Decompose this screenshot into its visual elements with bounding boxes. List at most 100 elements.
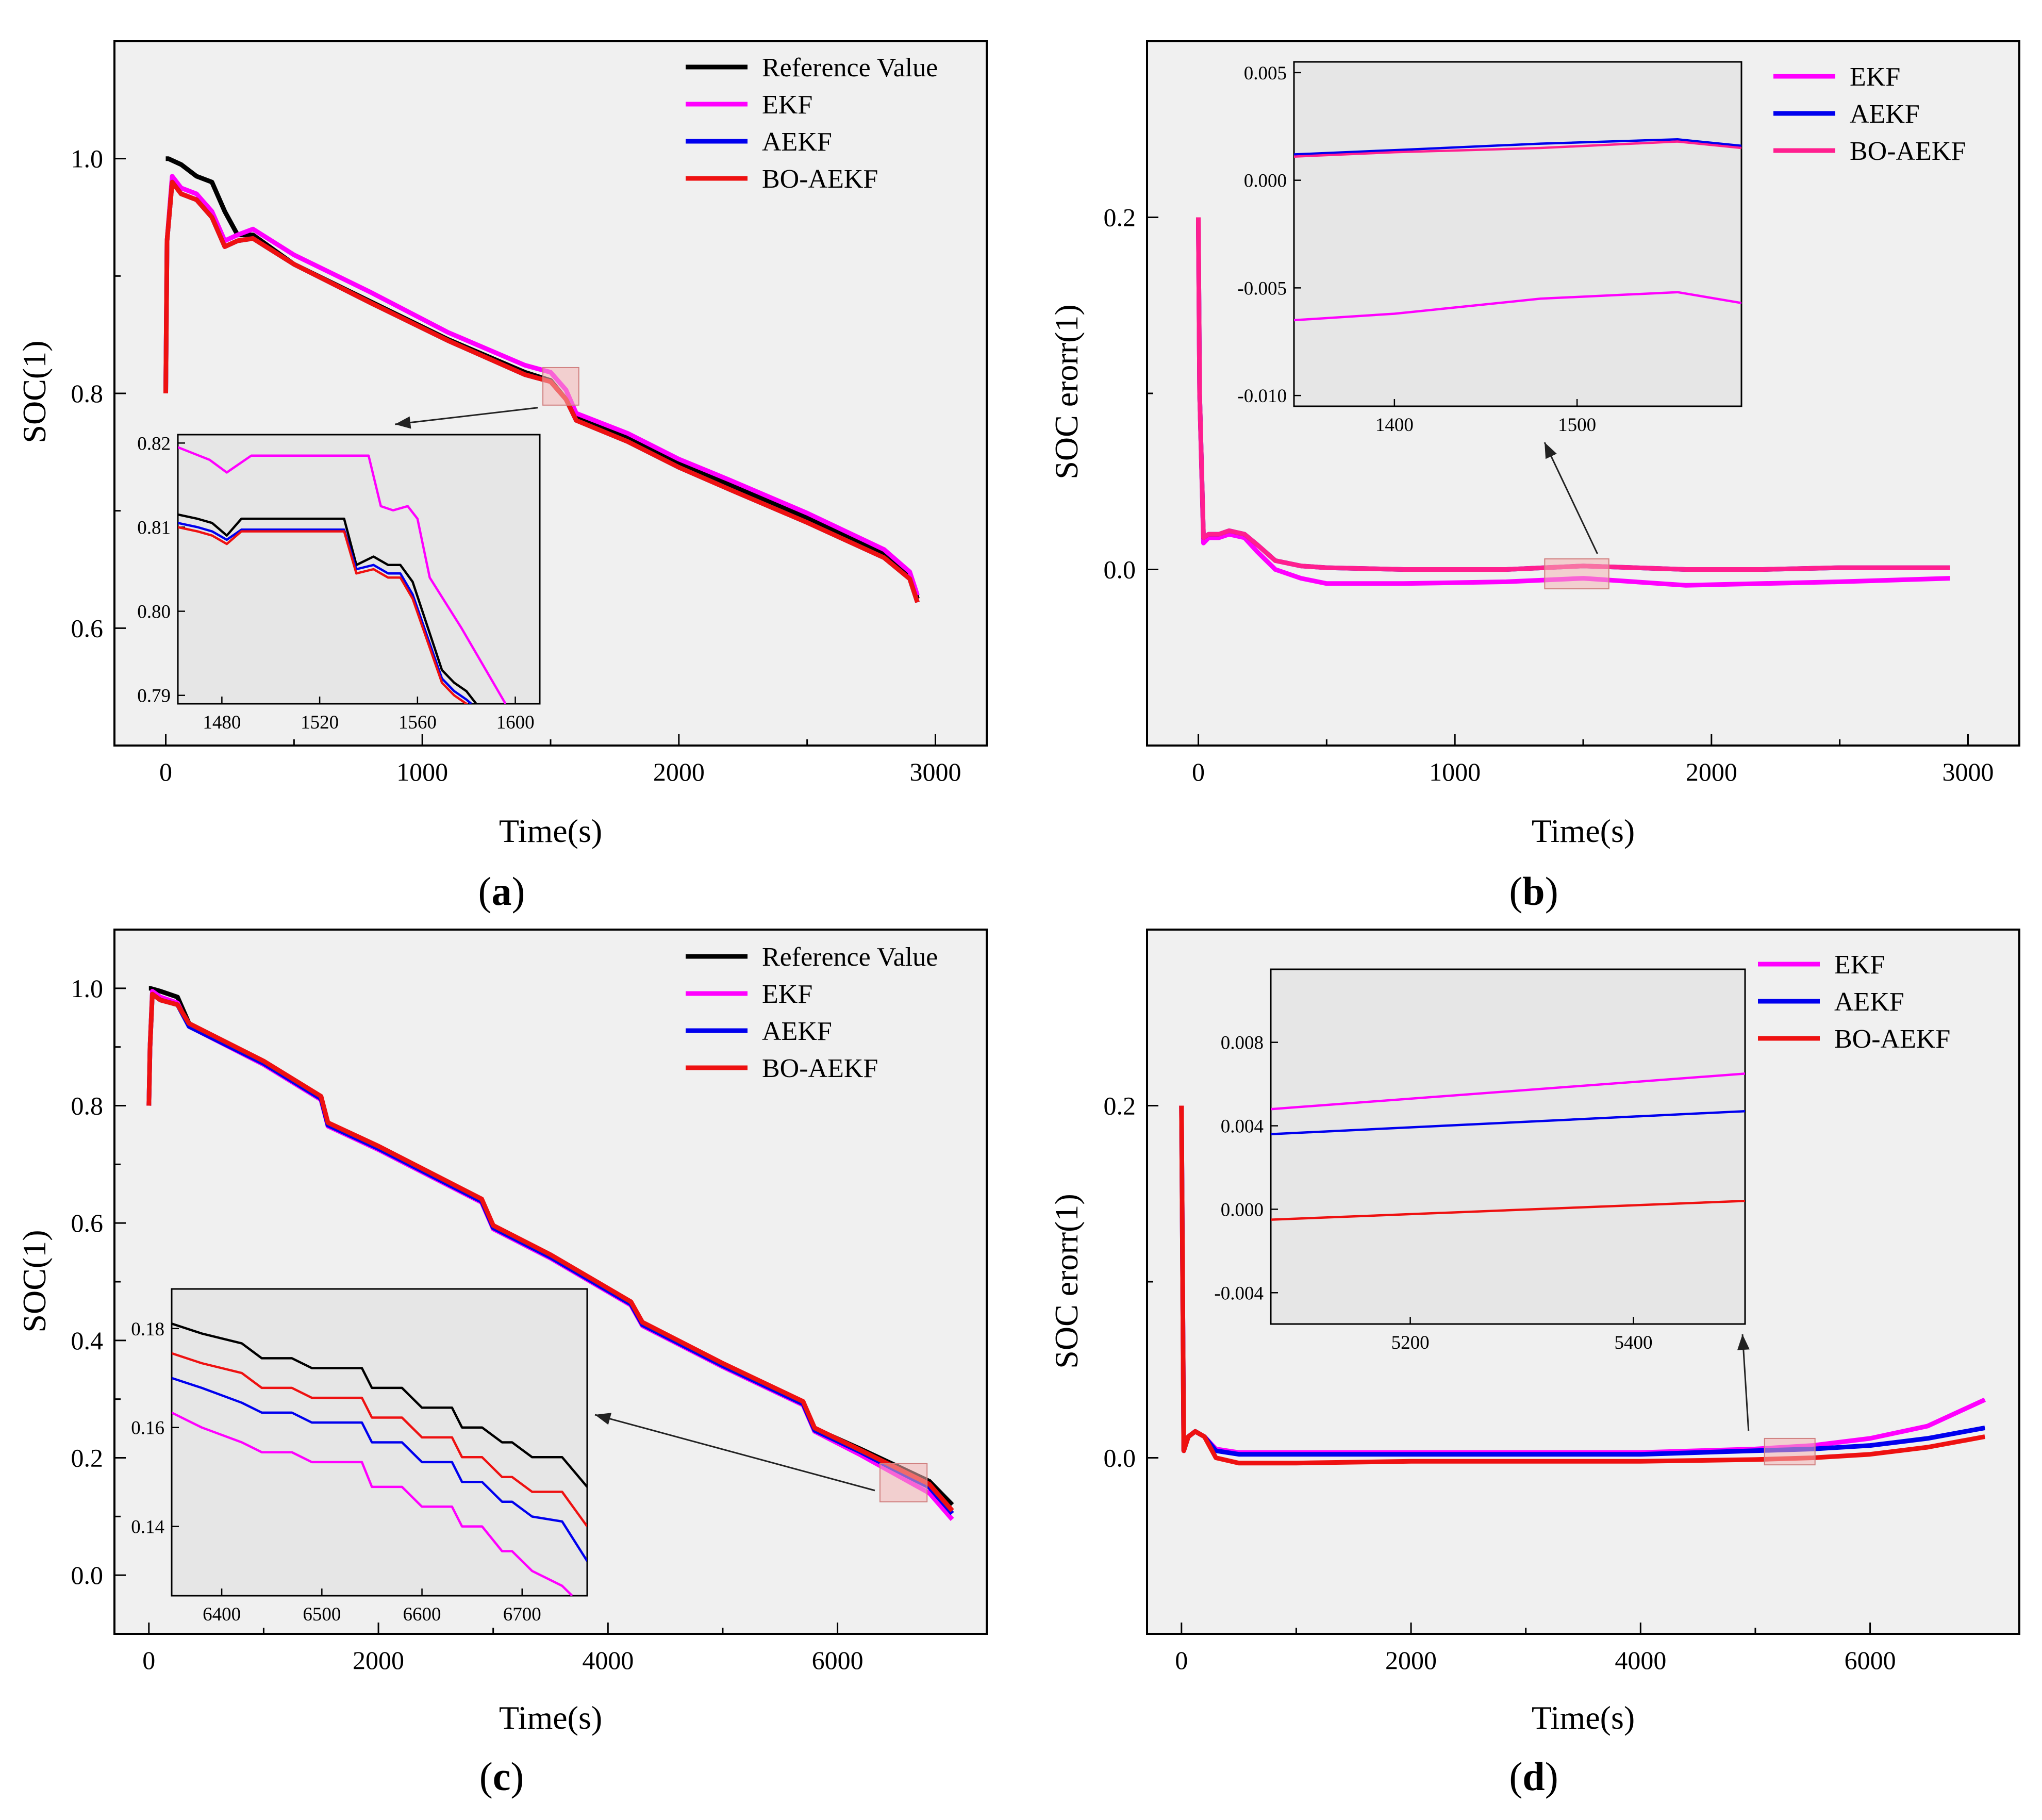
chart-panel-b: 0 1000 2000 3000 0.0 0.2 Time(s) SOC erorr(1) EK…	[1048, 40, 2020, 914]
x-tick-label: 6000	[812, 1646, 864, 1675]
y-axis-title: SOC erorr(1)	[1048, 304, 1085, 479]
series-line-bo-aekf	[163, 179, 920, 603]
x-tick-label: 4000	[582, 1646, 634, 1675]
inset-y-tick-label: 0.008	[1221, 1033, 1264, 1054]
inset-series-group	[1271, 1072, 1745, 1221]
inset-y-tick-label: 0.004	[1221, 1116, 1264, 1137]
x-axis-title: Time(s)	[499, 1699, 602, 1736]
series-line-ekf	[163, 174, 920, 597]
series-group	[1179, 1105, 1986, 1466]
y-tick-label: 0.2	[1104, 1091, 1136, 1120]
y-tick-label: 0.0	[1104, 1444, 1136, 1472]
zoom-arrow-line	[594, 1414, 875, 1492]
y-tick-label: 0.2	[1104, 203, 1136, 232]
inset-x-tick-label: 1520	[301, 712, 339, 733]
inset-y-tick-label: 0.80	[137, 602, 171, 623]
legend-label: BO-AEKF	[762, 164, 878, 194]
inset-y-tick-label: 0.16	[131, 1418, 164, 1439]
inset-area	[1293, 61, 1742, 407]
inset-x-tick-label: 6500	[303, 1604, 341, 1625]
chart-panel-d: 0 2000 4000 6000 0.0 0.2 Time(s) SOC erorr(1) EK…	[1048, 929, 2020, 1799]
inset-x-tick-label: 6600	[403, 1604, 441, 1625]
inset-x-tick-label: 5400	[1615, 1332, 1653, 1353]
y-tick-label: 0.8	[71, 1091, 104, 1120]
x-tick-label: 0	[159, 757, 172, 786]
legend-label: BO-AEKF	[1834, 1024, 1950, 1054]
legend-label: EKF	[762, 90, 812, 120]
y-tick-label: 0.2	[71, 1444, 104, 1472]
inset-series-line-aekf	[1294, 138, 1741, 156]
y-tick-label: 0.0	[1104, 555, 1136, 584]
inset-series-line-ekf	[1294, 291, 1741, 322]
inset-y-tick-label: 0.000	[1221, 1199, 1264, 1220]
series-line-bo-aekf	[146, 991, 954, 1512]
inset-y-tick-label: -0.005	[1237, 278, 1287, 299]
inset-series-line-reference-value	[178, 513, 477, 704]
inset-series-line-bo-aekf	[1271, 1199, 1745, 1221]
panel-label: (c)	[479, 1754, 524, 1799]
y-tick-label: 0.8	[71, 379, 104, 408]
y-axis-title: SOC(1)	[16, 1230, 53, 1332]
chart-panel-a: 0 1000 2000 3000 0.6 0.8 1.0 Time(s) SOC(1) Refer…	[16, 40, 988, 914]
x-tick-label: 0	[1175, 1646, 1188, 1675]
panel-label: (a)	[478, 869, 525, 914]
x-tick-label: 3000	[1942, 757, 1994, 786]
inset-series-line-ekf	[1271, 1072, 1745, 1111]
legend-label: EKF	[1850, 62, 1900, 92]
legend-label: AEKF	[1850, 100, 1920, 129]
legend-label: EKF	[762, 980, 812, 1009]
legend-label: AEKF	[1834, 987, 1904, 1017]
x-tick-label: 0	[1192, 757, 1205, 786]
inset-y-tick-label: -0.010	[1237, 386, 1287, 407]
legend-label: BO-AEKF	[762, 1054, 878, 1083]
inset-plot: 6400 6500 6600 6700 0.14 0.16 0.18	[131, 1288, 875, 1625]
x-axis-title: Time(s)	[1532, 813, 1635, 849]
x-tick-label: 2000	[353, 1646, 404, 1675]
inset-series-line-reference-value	[172, 1322, 587, 1488]
zoom-arrow-head	[595, 1413, 612, 1425]
legend-label: EKF	[1834, 950, 1885, 980]
x-axis-title: Time(s)	[1532, 1699, 1635, 1736]
zoom-box	[542, 367, 579, 406]
x-tick-label: 0	[142, 1646, 155, 1675]
inset-series-group	[172, 1322, 587, 1596]
zoom-arrow-head	[395, 416, 411, 429]
series-line-bo-aekf	[1179, 1105, 1986, 1466]
x-tick-label: 3000	[909, 757, 961, 786]
zoom-box	[1764, 1437, 1816, 1466]
x-tick-label: 2000	[1686, 757, 1737, 786]
x-tick-label: 4000	[1615, 1646, 1666, 1675]
inset-y-tick-label: 0.000	[1244, 171, 1287, 192]
x-tick-label: 2000	[653, 757, 705, 786]
inset-y-tick-label: 0.18	[131, 1319, 164, 1340]
series-group	[163, 156, 920, 603]
series-line-bo-aekf	[1196, 217, 1950, 572]
chart-panel-c: 0 2000 4000 6000 0.0 0.2 0.4 0.6 0.8 1.0 Time(s) SO…	[16, 929, 988, 1799]
inset-series-line-ekf	[178, 446, 507, 704]
x-tick-label: 2000	[1385, 1646, 1437, 1675]
inset-x-tick-label: 6700	[503, 1604, 541, 1625]
inset-x-tick-label: 1560	[399, 712, 437, 733]
y-axis-title: SOC(1)	[16, 340, 53, 443]
inset-series-group	[1294, 138, 1741, 322]
inset-series-group	[178, 446, 507, 704]
zoom-arrow-head	[1545, 442, 1557, 459]
series-group	[146, 986, 954, 1521]
x-tick-label: 6000	[1845, 1646, 1896, 1675]
inset-x-tick-label: 5200	[1391, 1332, 1430, 1353]
inset-y-tick-label: 0.005	[1244, 63, 1287, 84]
inset-y-tick-label: 0.79	[137, 686, 171, 707]
inset-y-tick-label: -0.004	[1214, 1283, 1264, 1304]
inset-plot: 1400 1500 -0.010 -0.005 0.000 0.005	[1237, 61, 1742, 554]
zoom-box	[879, 1463, 928, 1502]
inset-area	[1270, 968, 1746, 1325]
inset-plot: 5200 5400 -0.004 0.000 0.004 0.008	[1214, 968, 1750, 1431]
x-tick-label: 1000	[1429, 757, 1481, 786]
series-line-ekf	[1196, 217, 1950, 588]
zoom-arrow-line	[395, 407, 538, 425]
legend-label: Reference Value	[762, 942, 938, 972]
y-tick-label: 0.4	[71, 1326, 104, 1355]
legend-label: AEKF	[762, 127, 832, 157]
legend-label: AEKF	[762, 1017, 832, 1046]
